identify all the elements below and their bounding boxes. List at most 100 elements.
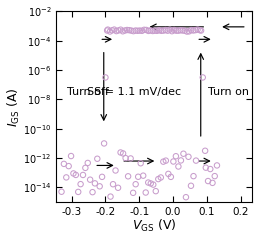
Point — [86, 161, 90, 165]
Point — [151, 183, 155, 186]
Point — [134, 182, 138, 186]
Point — [134, 29, 138, 32]
Point — [116, 29, 120, 32]
Point — [215, 163, 219, 167]
Point — [62, 162, 66, 166]
Point — [187, 30, 191, 33]
Point — [121, 29, 125, 33]
Point — [108, 30, 112, 33]
Point — [78, 182, 83, 186]
Point — [129, 29, 133, 32]
Point — [88, 178, 92, 182]
Text: Turn off: Turn off — [67, 87, 108, 97]
Point — [144, 191, 148, 194]
Point — [100, 175, 104, 179]
Point — [174, 154, 178, 158]
Point — [168, 28, 172, 32]
Point — [126, 174, 130, 178]
Point — [183, 29, 187, 33]
Point — [59, 190, 63, 194]
Text: SS = 1.1 mV/dec: SS = 1.1 mV/dec — [87, 87, 181, 97]
X-axis label: $V_\mathrm{GS}$ (V): $V_\mathrm{GS}$ (V) — [132, 218, 177, 234]
Point — [151, 29, 155, 33]
Point — [201, 76, 205, 79]
Point — [95, 157, 99, 161]
Point — [199, 29, 203, 32]
Point — [155, 29, 159, 33]
Point — [161, 160, 165, 164]
Point — [172, 28, 176, 32]
Point — [179, 28, 183, 32]
Point — [208, 167, 212, 171]
Point — [131, 29, 135, 33]
Point — [76, 190, 80, 194]
Point — [194, 28, 198, 32]
Point — [127, 28, 131, 32]
Point — [91, 190, 95, 194]
Point — [213, 174, 217, 178]
Point — [103, 76, 108, 79]
Point — [196, 28, 200, 31]
Point — [174, 29, 178, 33]
Point — [194, 159, 198, 162]
Point — [146, 29, 150, 33]
Y-axis label: $I_\mathrm{GS}$ (A): $I_\mathrm{GS}$ (A) — [6, 87, 22, 126]
Point — [189, 184, 193, 188]
Point — [102, 142, 106, 145]
Point — [131, 191, 135, 195]
Point — [124, 156, 128, 160]
Point — [198, 28, 202, 32]
Point — [146, 181, 150, 185]
Point — [166, 172, 171, 176]
Point — [71, 172, 76, 175]
Point — [170, 29, 174, 33]
Point — [64, 175, 68, 179]
Point — [136, 29, 140, 33]
Point — [83, 166, 87, 170]
Point — [98, 184, 102, 188]
Point — [211, 181, 215, 185]
Point — [119, 28, 123, 32]
Point — [140, 29, 144, 33]
Point — [185, 30, 189, 33]
Point — [93, 181, 97, 185]
Point — [206, 179, 210, 183]
Point — [121, 151, 125, 155]
Point — [108, 195, 112, 198]
Point — [203, 149, 207, 153]
Point — [110, 28, 114, 32]
Point — [125, 28, 129, 32]
Point — [149, 181, 153, 185]
Point — [141, 174, 145, 178]
Point — [176, 165, 181, 168]
Point — [128, 156, 133, 160]
Point — [149, 29, 153, 32]
Point — [106, 28, 110, 31]
Point — [186, 155, 190, 159]
Point — [112, 28, 116, 31]
Point — [139, 161, 143, 165]
Point — [142, 28, 146, 32]
Point — [191, 29, 195, 32]
Point — [136, 175, 140, 179]
Point — [74, 173, 78, 177]
Point — [181, 152, 186, 156]
Point — [179, 158, 183, 162]
Point — [176, 29, 180, 33]
Text: Turn on: Turn on — [208, 87, 249, 97]
Point — [116, 186, 120, 190]
Point — [161, 29, 165, 33]
Point — [159, 29, 163, 33]
Point — [67, 164, 71, 168]
Point — [189, 28, 193, 32]
Point — [154, 189, 158, 193]
Point — [144, 28, 148, 32]
Point — [181, 29, 185, 32]
Point — [164, 28, 168, 32]
Point — [156, 177, 160, 181]
Point — [169, 175, 173, 179]
Point — [164, 159, 168, 162]
Point — [69, 154, 73, 158]
Point — [159, 175, 163, 179]
Point — [111, 182, 115, 186]
